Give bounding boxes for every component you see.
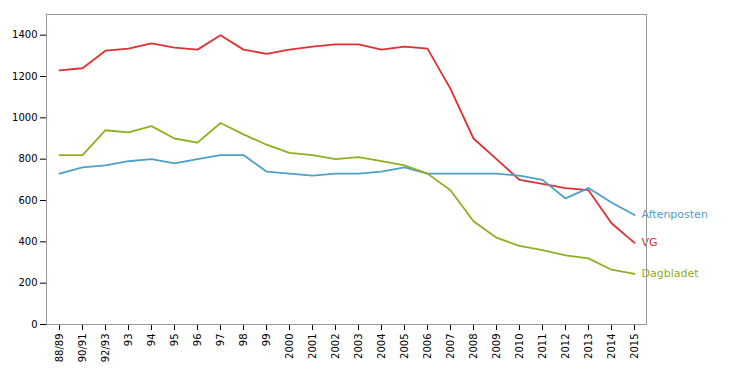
svg-text:0: 0 — [31, 319, 37, 330]
svg-text:94: 94 — [146, 334, 157, 347]
svg-text:2013: 2013 — [583, 334, 594, 359]
svg-text:97: 97 — [215, 334, 226, 347]
svg-text:2012: 2012 — [560, 334, 571, 359]
svg-text:2009: 2009 — [491, 334, 502, 359]
svg-text:1000: 1000 — [12, 112, 37, 123]
svg-text:200: 200 — [18, 277, 37, 288]
svg-text:2001: 2001 — [307, 334, 318, 359]
svg-text:2006: 2006 — [422, 334, 433, 359]
svg-text:400: 400 — [18, 236, 37, 247]
svg-text:2004: 2004 — [376, 334, 387, 359]
svg-text:VG: VG — [642, 236, 658, 249]
svg-text:2011: 2011 — [537, 334, 548, 359]
svg-text:99: 99 — [261, 334, 272, 347]
svg-text:Dagbladet: Dagbladet — [642, 267, 700, 280]
svg-text:90/91: 90/91 — [77, 334, 88, 363]
svg-text:98: 98 — [238, 334, 249, 347]
svg-text:92/93: 92/93 — [100, 334, 111, 363]
svg-text:2005: 2005 — [399, 334, 410, 359]
svg-text:Aftenposten: Aftenposten — [642, 208, 708, 221]
svg-text:2010: 2010 — [514, 334, 525, 359]
svg-text:1200: 1200 — [12, 71, 37, 82]
svg-text:2002: 2002 — [330, 334, 341, 359]
svg-text:88/89: 88/89 — [54, 334, 65, 363]
svg-text:95: 95 — [169, 334, 180, 347]
svg-text:2007: 2007 — [445, 334, 456, 359]
svg-text:2014: 2014 — [606, 334, 617, 359]
svg-text:93: 93 — [123, 334, 134, 347]
svg-text:600: 600 — [18, 195, 37, 206]
svg-text:2015: 2015 — [629, 334, 640, 359]
svg-text:2003: 2003 — [353, 334, 364, 359]
svg-text:1400: 1400 — [12, 29, 37, 40]
svg-text:2000: 2000 — [284, 334, 295, 359]
svg-text:96: 96 — [192, 334, 203, 347]
svg-text:2008: 2008 — [468, 334, 479, 359]
svg-text:800: 800 — [18, 153, 37, 164]
